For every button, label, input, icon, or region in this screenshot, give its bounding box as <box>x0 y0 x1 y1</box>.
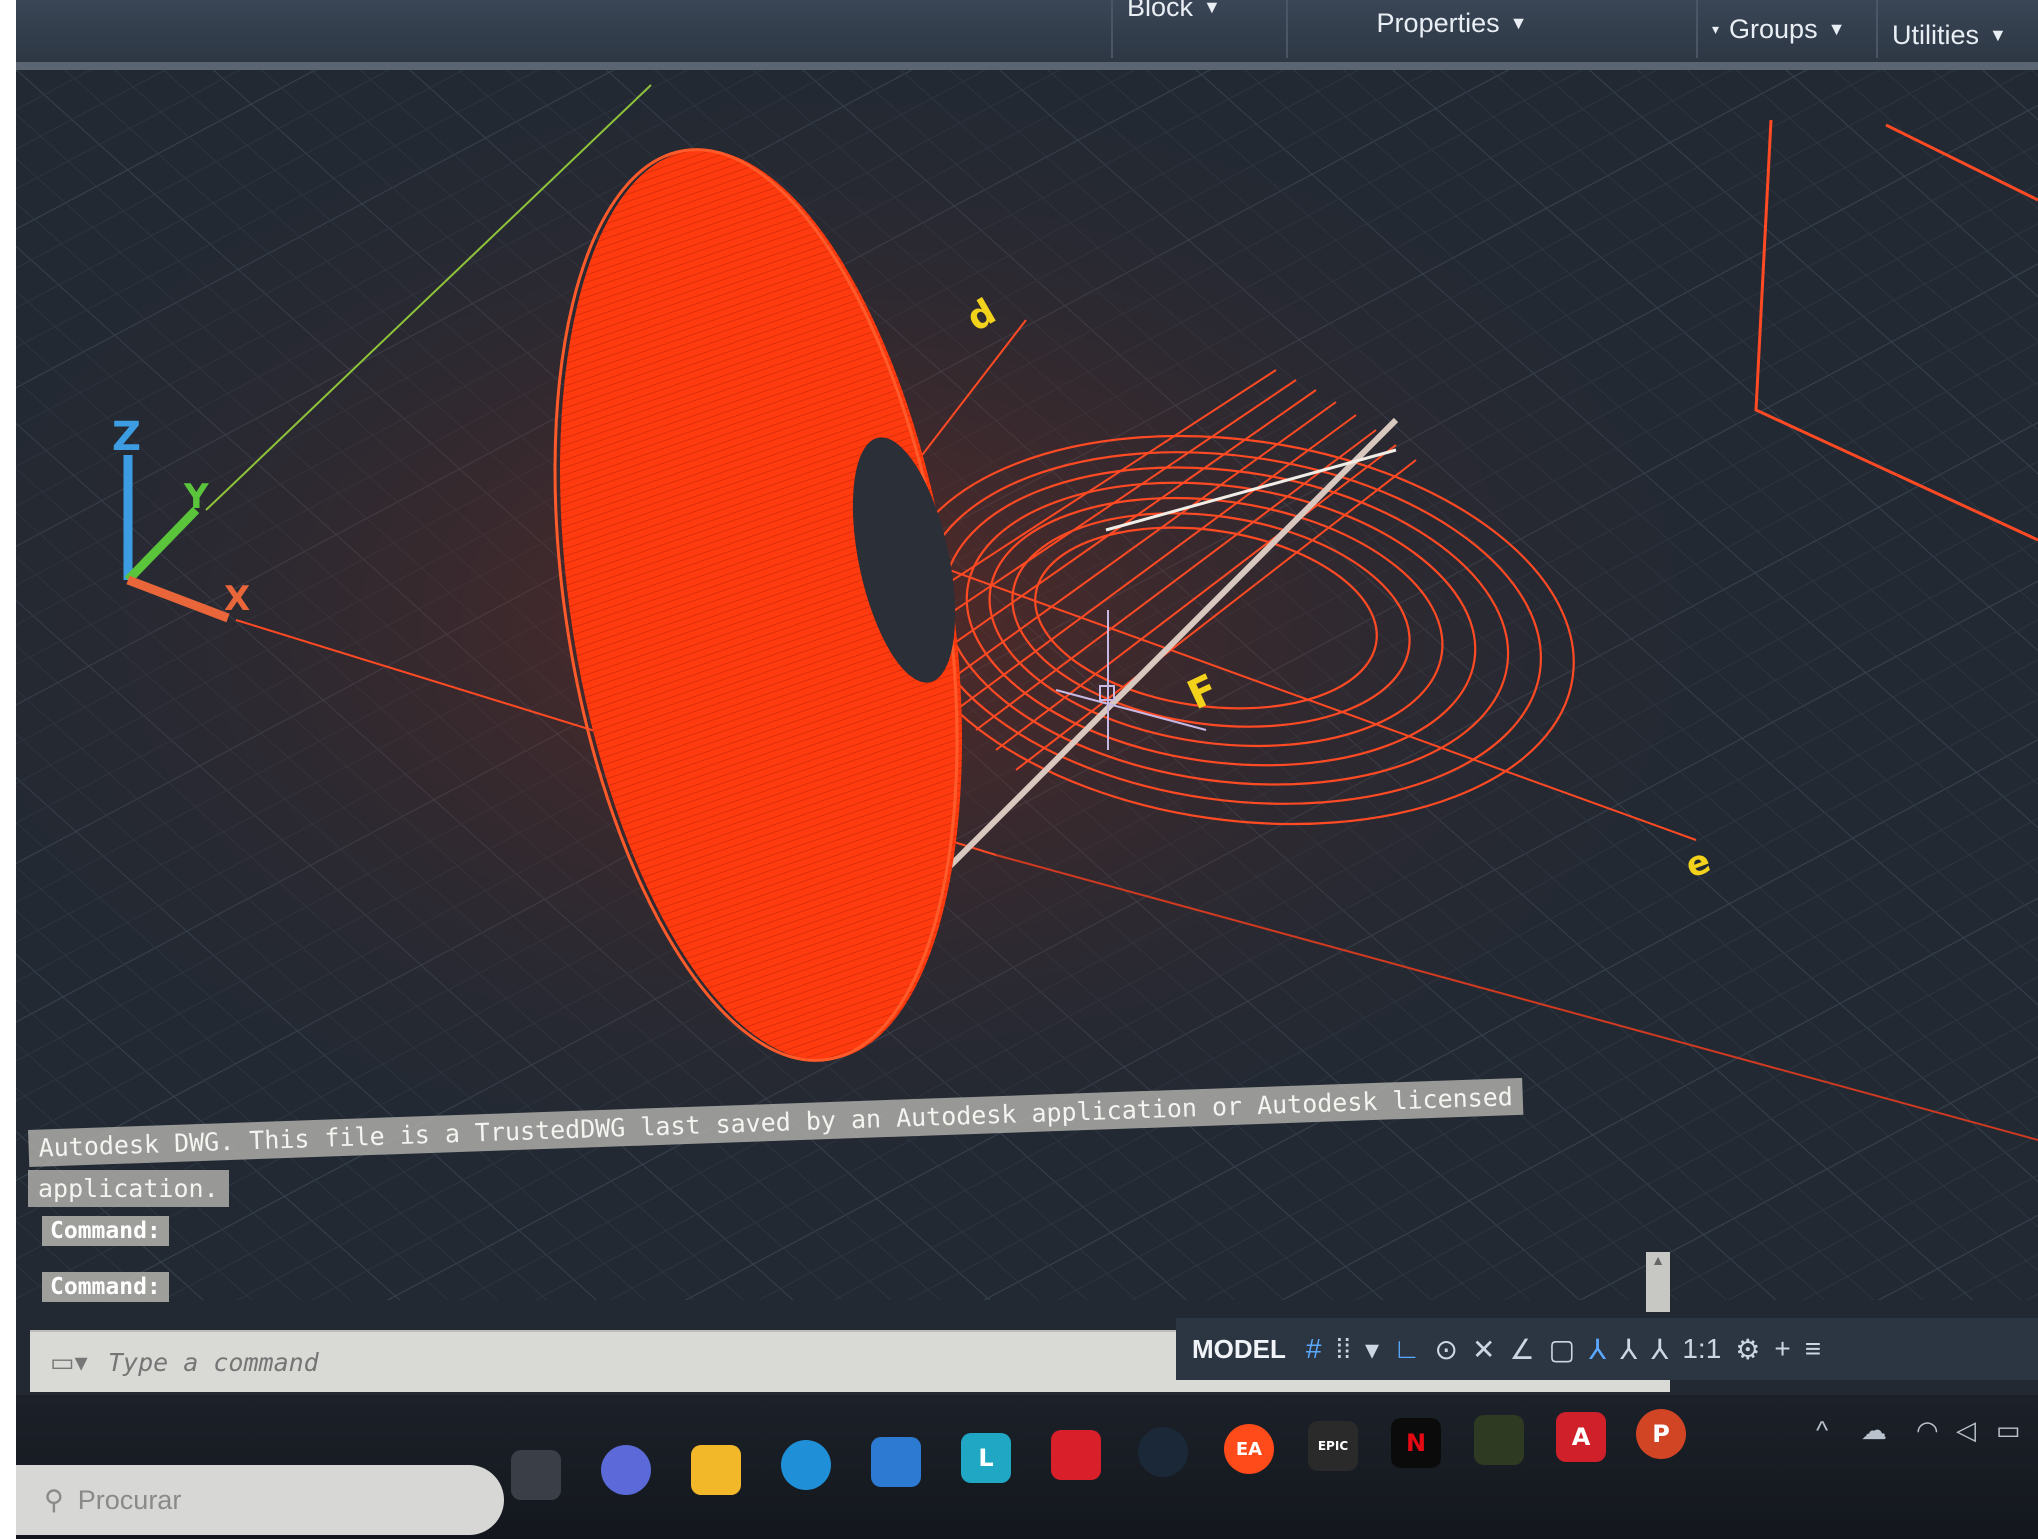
mcafee-icon[interactable] <box>1051 1430 1101 1480</box>
command-message-line2: application. <box>28 1170 229 1207</box>
steam-icon[interactable] <box>1138 1427 1188 1477</box>
highlight-arc <box>1105 448 1397 532</box>
file-explorer-icon[interactable] <box>691 1445 741 1495</box>
nvidia-icon[interactable] <box>1474 1415 1524 1465</box>
autocad-window: Block ▼ Properties ▼ ▾ Groups ▼ Utilitie… <box>16 0 2038 1539</box>
ground-line <box>995 854 2038 1141</box>
store-icon[interactable] <box>871 1437 921 1487</box>
chevron-down-icon: ▼ <box>1989 24 2007 45</box>
auto-scale-icon[interactable]: ⅄ <box>1620 1333 1638 1365</box>
battery-icon[interactable]: ▭ <box>1996 1415 2021 1445</box>
annotation-visibility-icon[interactable]: ⅄ <box>1589 1333 1607 1365</box>
ucs-icon: Z Y X <box>112 414 250 623</box>
cone-opening <box>852 437 956 683</box>
crosshair-cursor <box>1055 610 1207 750</box>
taskbar: ⚲ Procurar L EA EPIC N A P ^ ☁ ◠ ◁ ▭ <box>16 1395 2038 1539</box>
ribbon-panel-utilities[interactable]: Utilities ▼ <box>1876 0 2038 58</box>
model-space-canvas[interactable]: Z Y X d F e <box>16 70 2038 1300</box>
ribbon-panel-block-label: Block <box>1127 0 1194 22</box>
command-prompt-1: Command: <box>42 1216 169 1246</box>
ribbon-panel-properties-label: Properties <box>1376 7 1500 38</box>
chevron-down-icon: ▼ <box>1827 18 1846 39</box>
ribbon-panel-groups-label: Groups <box>1729 13 1818 44</box>
ribbon-panel-groups[interactable]: ▾ Groups ▼ <box>1696 0 1872 58</box>
ribbon-panel-properties[interactable]: Properties ▼ <box>1286 0 1602 58</box>
volume-icon[interactable]: ◁ <box>1956 1415 1976 1445</box>
chevron-down-icon[interactable]: ▾ <box>1365 1333 1380 1365</box>
taskbar-search[interactable]: ⚲ Procurar <box>16 1465 504 1535</box>
plus-icon[interactable]: + <box>1774 1333 1791 1364</box>
ribbon: Block ▼ Properties ▼ ▾ Groups ▼ Utilitie… <box>16 0 2038 70</box>
chevron-up-icon[interactable]: ^ <box>1816 1415 1829 1445</box>
ribbon-panel-utilities-label: Utilities <box>1892 19 1980 50</box>
ea-icon[interactable]: EA <box>1224 1424 1274 1474</box>
panel-expand-icon[interactable]: ▾ <box>1712 20 1720 37</box>
task-view-icon[interactable] <box>511 1450 561 1500</box>
chevron-down-icon: ▼ <box>1203 0 1221 17</box>
chevron-down-icon: ▼ <box>1509 12 1528 33</box>
scale-label[interactable]: 1:1 <box>1682 1333 1722 1364</box>
edge-icon[interactable] <box>781 1440 831 1490</box>
command-history-icon[interactable]: ▭▾ <box>50 1346 88 1377</box>
polar-tracking-icon[interactable]: ⊙ <box>1434 1333 1458 1365</box>
taskbar-search-placeholder: Procurar <box>77 1484 182 1515</box>
annotation-scale-icon[interactable]: ⅄ <box>1651 1333 1669 1365</box>
grid-display-icon[interactable]: # <box>1305 1333 1322 1364</box>
customize-icon[interactable]: ≡ <box>1804 1333 1822 1364</box>
y-axis-line <box>205 84 652 511</box>
osnap-icon[interactable]: ✕ <box>1471 1333 1496 1365</box>
wifi-icon[interactable]: ◠ <box>1916 1415 1939 1445</box>
status-bar: MODEL # ⁞⁞ ▾ ∟ ⊙ ✕ ∠ ▢ ⅄ ⅄ ⅄ 1:1 ⚙ + ≡ <box>1176 1318 2038 1380</box>
directrix-line <box>943 417 1399 873</box>
cloud-icon[interactable]: ☁ <box>1861 1415 1887 1445</box>
model-space-button[interactable]: MODEL <box>1192 1333 1286 1364</box>
cone-surface <box>553 148 962 1062</box>
command-history: Autodesk DWG. This file is a TrustedDWG … <box>28 1077 1524 1248</box>
viewport-frame <box>1754 119 2038 542</box>
selection-cycle-icon[interactable]: ▢ <box>1548 1333 1576 1365</box>
command-prompt-2: Command: <box>42 1272 169 1302</box>
gear-icon[interactable]: ⚙ <box>1735 1333 1761 1365</box>
ortho-mode-icon[interactable]: ∟ <box>1393 1333 1421 1364</box>
angle-icon[interactable]: ∠ <box>1509 1333 1535 1365</box>
chat-icon[interactable] <box>601 1445 651 1495</box>
epic-games-icon[interactable]: EPIC <box>1308 1421 1358 1471</box>
netflix-icon[interactable]: N <box>1391 1418 1441 1468</box>
ucs-x-label: X <box>224 579 250 619</box>
l-app-icon[interactable]: L <box>961 1433 1011 1483</box>
command-scroll-button[interactable]: ▲ <box>1646 1252 1670 1312</box>
snap-mode-icon[interactable]: ⁞⁞ <box>1335 1333 1352 1364</box>
drawing-viewport[interactable]: Z Y X d F e <box>16 70 2038 1300</box>
ucs-z-label: Z <box>112 414 141 460</box>
ucs-y-label: Y <box>183 477 209 517</box>
paraboloid-wireframe <box>897 434 1575 826</box>
autocad-icon[interactable]: A <box>1556 1412 1606 1462</box>
ribbon-panel-block[interactable]: Block ▼ <box>1111 0 1221 58</box>
search-icon: ⚲ <box>44 1484 64 1515</box>
powerpoint-icon[interactable]: P <box>1636 1409 1686 1459</box>
